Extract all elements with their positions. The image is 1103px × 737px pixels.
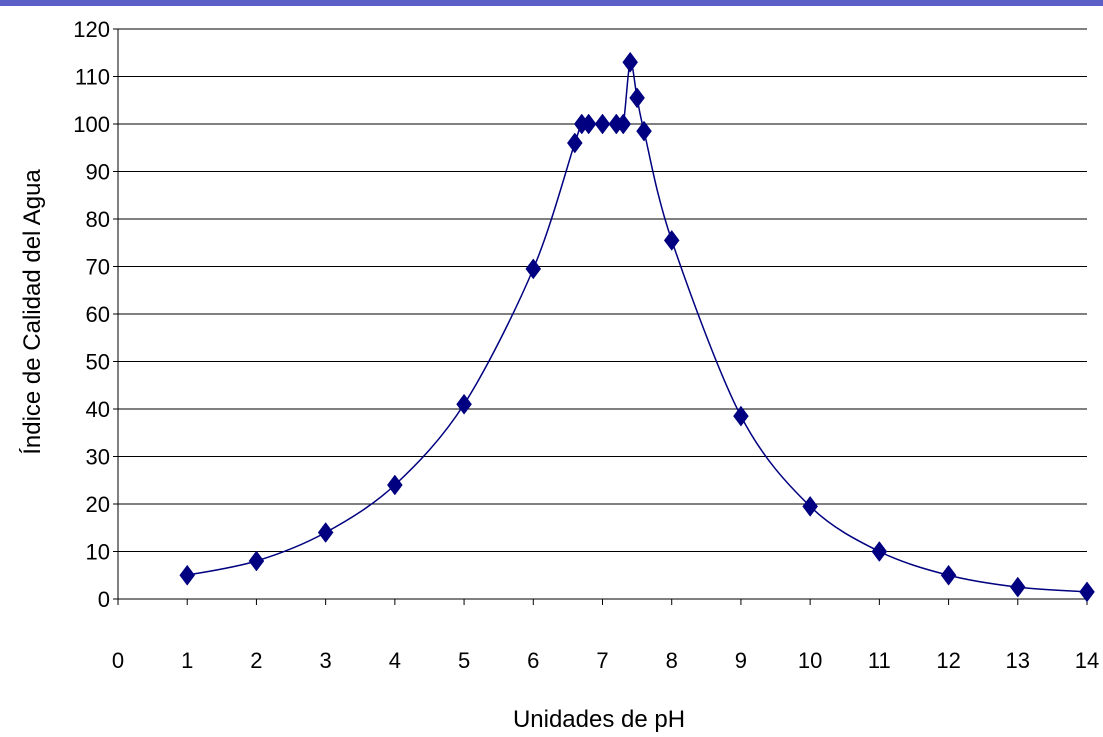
y-tick-label: 120 <box>73 17 110 42</box>
x-tick-label: 13 <box>1006 648 1030 673</box>
x-tick-label: 5 <box>458 648 470 673</box>
y-axis-title: Índice de Calidad del Agua <box>19 169 46 455</box>
data-point-marker <box>248 550 265 572</box>
data-point-marker <box>456 393 472 415</box>
y-tick-label: 0 <box>98 587 110 612</box>
y-tick-labels: 0 10 20 30 40 50 60 70 80 90 100 110 120 <box>73 17 110 612</box>
gridlines <box>118 28 1087 552</box>
x-tick-label: 10 <box>798 648 822 673</box>
x-tick-label: 14 <box>1075 648 1099 673</box>
data-point-marker <box>387 474 403 496</box>
data-point-marker <box>629 87 645 109</box>
data-point-marker <box>1079 581 1095 603</box>
data-point-marker <box>317 522 334 543</box>
data-point-marker <box>622 51 638 73</box>
data-point-marker <box>567 132 583 154</box>
data-point-marker <box>802 495 818 517</box>
x-tick-label: 1 <box>181 648 193 673</box>
x-tick-label: 3 <box>320 648 332 673</box>
data-point-marker <box>733 405 749 427</box>
series-line <box>187 61 1088 593</box>
data-point-marker <box>179 564 196 586</box>
data-point-marker <box>636 120 652 142</box>
x-tick-label: 2 <box>250 648 262 673</box>
y-tick-label: 110 <box>75 65 110 90</box>
y-tick-label: 80 <box>86 207 110 232</box>
y-tick-label: 70 <box>86 255 110 280</box>
y-tick-label: 100 <box>73 112 110 137</box>
top-accent-bar <box>0 0 1103 6</box>
data-point-marker <box>1009 576 1026 598</box>
x-axis-title: Unidades de pH <box>513 706 685 733</box>
data-point-marker <box>663 229 680 251</box>
data-series <box>179 51 1095 603</box>
data-point-marker <box>940 564 957 586</box>
x-tick-label: 4 <box>389 648 401 673</box>
y-tick-label: 50 <box>86 350 110 375</box>
x-tick-label: 9 <box>735 648 747 673</box>
y-tick-label: 40 <box>86 397 110 422</box>
x-tick-label: 7 <box>596 648 608 673</box>
data-point-marker <box>594 113 611 135</box>
data-point-marker <box>525 258 542 280</box>
data-point-marker <box>615 113 632 135</box>
y-tick-label: 20 <box>86 492 110 517</box>
x-tick-labels: 0 1 2 3 4 5 6 7 8 9 10 11 12 13 14 <box>112 648 1099 673</box>
x-tick-label: 6 <box>527 648 539 673</box>
x-tick-label: 8 <box>666 648 678 673</box>
y-tick-label: 10 <box>86 540 110 565</box>
data-point-marker <box>580 113 597 135</box>
y-tick-label: 90 <box>86 160 110 185</box>
x-tick-label: 0 <box>112 648 124 673</box>
axes <box>113 28 1088 605</box>
data-point-marker <box>871 541 888 562</box>
y-tick-label: 30 <box>86 445 110 470</box>
x-tick-label: 12 <box>936 648 960 673</box>
x-tick-label: 11 <box>868 648 891 673</box>
y-tick-label: 60 <box>86 302 110 327</box>
